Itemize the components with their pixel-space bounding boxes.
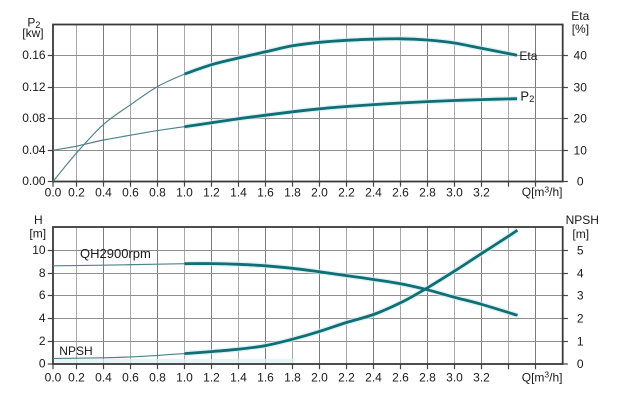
- svg-text:Q[m3/h]: Q[m3/h]: [522, 184, 563, 199]
- svg-text:20: 20: [574, 112, 588, 126]
- svg-text:2.0: 2.0: [311, 370, 328, 384]
- svg-text:2.6: 2.6: [392, 185, 409, 199]
- svg-text:2.8: 2.8: [419, 185, 436, 199]
- svg-text:0.04: 0.04: [22, 143, 46, 157]
- svg-text:Eta: Eta: [519, 49, 537, 63]
- svg-text:1.4: 1.4: [230, 370, 247, 384]
- svg-text:2.6: 2.6: [392, 370, 409, 384]
- svg-text:0.12: 0.12: [22, 80, 46, 94]
- svg-text:3: 3: [577, 289, 584, 303]
- svg-text:1.2: 1.2: [203, 185, 220, 199]
- svg-text:40: 40: [574, 49, 588, 63]
- svg-text:2: 2: [577, 312, 584, 326]
- svg-text:0.2: 0.2: [68, 370, 85, 384]
- svg-text:2.2: 2.2: [338, 185, 355, 199]
- svg-text:0.00: 0.00: [22, 174, 46, 188]
- svg-text:[%]: [%]: [572, 22, 589, 36]
- svg-text:0: 0: [577, 357, 584, 371]
- svg-text:3.2: 3.2: [473, 185, 490, 199]
- svg-text:10: 10: [574, 144, 588, 158]
- svg-text:0.4: 0.4: [95, 185, 112, 199]
- svg-text:2.8: 2.8: [419, 370, 436, 384]
- svg-text:0: 0: [39, 356, 46, 370]
- svg-text:1.8: 1.8: [284, 370, 301, 384]
- svg-text:NPSH: NPSH: [59, 344, 92, 358]
- svg-text:30: 30: [574, 81, 588, 95]
- svg-text:P2: P2: [27, 16, 40, 30]
- svg-text:0.16: 0.16: [22, 48, 46, 62]
- svg-text:4: 4: [577, 267, 584, 281]
- svg-text:8: 8: [39, 266, 46, 280]
- svg-text:0: 0: [577, 175, 584, 189]
- svg-text:4: 4: [39, 311, 46, 325]
- svg-text:1.6: 1.6: [257, 370, 274, 384]
- svg-text:2.4: 2.4: [365, 185, 382, 199]
- svg-text:0.6: 0.6: [122, 185, 139, 199]
- svg-text:0.0: 0.0: [45, 185, 62, 199]
- svg-text:[m]: [m]: [572, 227, 589, 241]
- svg-text:3.0: 3.0: [446, 370, 463, 384]
- svg-text:0.8: 0.8: [149, 185, 166, 199]
- svg-text:H: H: [34, 213, 43, 227]
- svg-text:10: 10: [32, 243, 46, 257]
- svg-text:0.6: 0.6: [122, 370, 139, 384]
- svg-text:2: 2: [39, 334, 46, 348]
- svg-text:2.0: 2.0: [311, 185, 328, 199]
- svg-text:1.0: 1.0: [176, 185, 193, 199]
- svg-text:1.8: 1.8: [284, 185, 301, 199]
- svg-text:0.4: 0.4: [95, 370, 112, 384]
- svg-text:[kw]: [kw]: [22, 26, 43, 40]
- svg-text:QH2900rpm: QH2900rpm: [80, 246, 151, 261]
- svg-text:Eta: Eta: [571, 9, 589, 23]
- svg-text:6: 6: [39, 288, 46, 302]
- svg-text:NPSH: NPSH: [566, 213, 599, 227]
- svg-text:1.2: 1.2: [203, 370, 220, 384]
- svg-text:3.0: 3.0: [446, 185, 463, 199]
- svg-text:0.0: 0.0: [45, 370, 62, 384]
- svg-text:0.2: 0.2: [68, 185, 85, 199]
- svg-text:3.2: 3.2: [473, 370, 490, 384]
- svg-text:2.4: 2.4: [365, 370, 382, 384]
- svg-text:0.08: 0.08: [22, 111, 46, 125]
- svg-text:1.0: 1.0: [176, 370, 193, 384]
- svg-text:1.4: 1.4: [230, 185, 247, 199]
- svg-text:1.6: 1.6: [257, 185, 274, 199]
- svg-text:2.2: 2.2: [338, 370, 355, 384]
- svg-text:0.8: 0.8: [149, 370, 166, 384]
- svg-text:Q[m3/h]: Q[m3/h]: [522, 370, 563, 385]
- svg-text:1: 1: [577, 335, 584, 349]
- svg-text:5: 5: [577, 244, 584, 258]
- svg-text:[m]: [m]: [29, 226, 46, 240]
